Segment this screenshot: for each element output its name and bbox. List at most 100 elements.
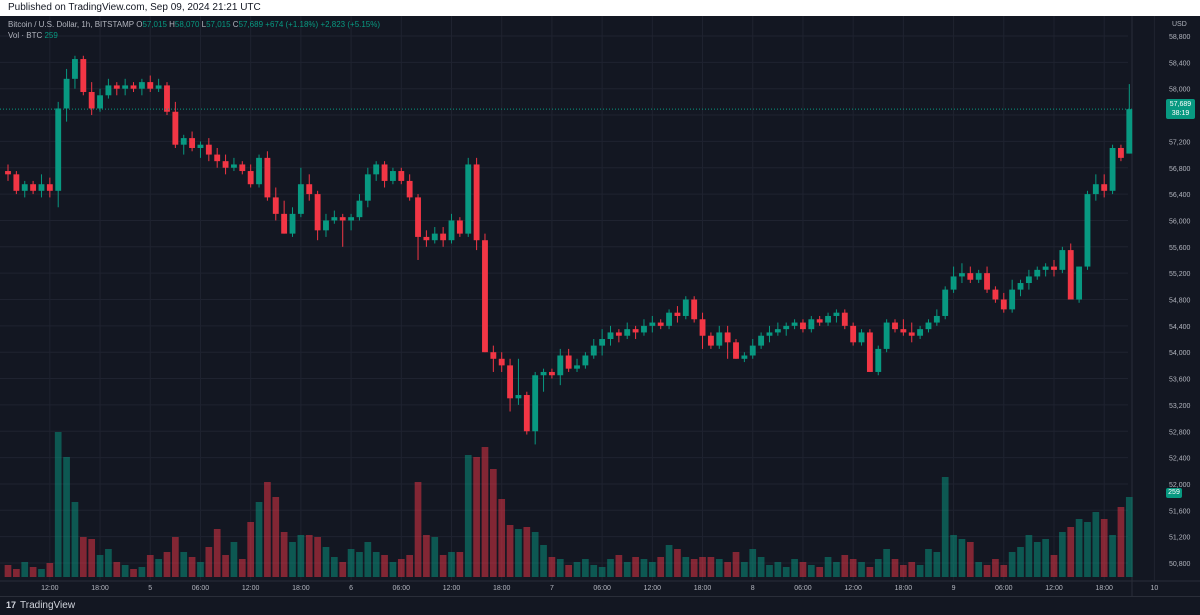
time-tick-label: 5 xyxy=(148,585,152,592)
volume-legend: Vol · BTC 259 xyxy=(8,31,58,40)
candle-body xyxy=(1009,289,1016,310)
bar-countdown: 38:19 xyxy=(1171,110,1190,118)
chart-area[interactable]: USD 50,800 51,200 51,600 52,000 52,400 52,800 5… xyxy=(0,16,1200,596)
price-tick-label: 53,600 xyxy=(1169,377,1191,384)
volume-bar xyxy=(213,529,221,577)
volume-bar xyxy=(690,559,698,577)
volume-bar xyxy=(305,535,313,577)
volume-bar xyxy=(197,562,204,577)
last-volume-label: 259 xyxy=(1166,488,1182,498)
volume-bar xyxy=(816,567,824,577)
candle-body xyxy=(348,217,355,221)
volume-bar xyxy=(356,552,363,577)
candle-body xyxy=(55,108,62,191)
volume-bar xyxy=(916,565,924,577)
volume-bar xyxy=(598,567,606,577)
volume-bar xyxy=(724,562,731,577)
volume-bar xyxy=(615,555,623,577)
volume-bar xyxy=(540,545,547,577)
candle-body xyxy=(557,355,564,376)
volume-bar xyxy=(556,559,564,577)
volume-bar xyxy=(548,557,556,577)
candle-body xyxy=(632,329,639,333)
volume-bar xyxy=(1067,527,1075,577)
candle-body xyxy=(21,184,28,191)
volume-bar xyxy=(983,565,991,577)
volume-bar xyxy=(607,559,614,577)
time-tick-label: 06:00 xyxy=(393,585,411,592)
volume-bar xyxy=(824,557,832,577)
candle-body xyxy=(205,144,212,155)
candle-body xyxy=(666,312,672,326)
time-tick-label: 12:00 xyxy=(242,585,260,592)
open-value: 57,015 xyxy=(142,20,167,29)
candle-body xyxy=(155,85,162,89)
candle-body xyxy=(498,358,505,366)
candle-body xyxy=(164,85,170,112)
candle-body xyxy=(917,329,924,336)
volume-bar xyxy=(188,557,196,577)
candle-body xyxy=(607,332,614,340)
candle-body xyxy=(950,276,957,290)
volume-bar xyxy=(230,542,238,577)
candle-body xyxy=(46,184,53,191)
candle-body xyxy=(850,325,857,343)
symbol-name: Bitcoin / U.S. Dollar, 1h, BITSTAMP xyxy=(8,20,134,29)
volume-bar xyxy=(473,457,480,577)
volume-bar xyxy=(381,555,388,577)
volume-bar xyxy=(272,497,280,577)
candle-body xyxy=(1042,266,1049,270)
volume-bar xyxy=(63,457,70,577)
volume-bar xyxy=(205,547,213,577)
candle-body xyxy=(866,332,873,372)
candle-body xyxy=(80,59,87,92)
volume-bar xyxy=(941,477,949,577)
volume-bar xyxy=(648,562,656,577)
volume-bar xyxy=(523,527,531,577)
candle-body xyxy=(138,82,145,89)
candle-body xyxy=(30,184,37,191)
candle-body xyxy=(959,273,965,277)
high-value: 58,070 xyxy=(174,20,200,29)
candle-body xyxy=(682,299,689,316)
candle-body xyxy=(858,332,865,343)
candlestick-chart[interactable]: USD 50,800 51,200 51,600 52,000 52,400 52,800 5… xyxy=(0,16,1200,596)
candle-body xyxy=(1067,250,1074,300)
candle-body xyxy=(389,171,396,181)
time-tick-label: 18:00 xyxy=(1095,585,1113,592)
candle-body xyxy=(933,315,940,323)
volume-bar xyxy=(79,537,87,577)
price-tick-label: 54,400 xyxy=(1169,324,1191,331)
candle-body xyxy=(406,180,413,198)
volume-bar xyxy=(289,542,296,577)
volume-bar xyxy=(498,499,506,577)
candle-body xyxy=(331,217,338,221)
candle-body xyxy=(222,161,229,168)
volume-bar xyxy=(406,555,414,577)
volume-bar xyxy=(799,562,807,577)
volume-bar xyxy=(264,482,271,577)
price-tick-label: 51,200 xyxy=(1169,535,1191,542)
candle-body xyxy=(415,197,421,237)
volume-bar xyxy=(1042,539,1049,577)
volume-bar xyxy=(573,562,581,577)
volume-bar xyxy=(665,545,673,577)
candle-body xyxy=(657,322,664,326)
volume-bar xyxy=(247,522,255,577)
candle-body xyxy=(297,184,304,214)
volume-bar xyxy=(891,559,899,577)
candle-body xyxy=(172,111,179,145)
volume-bar xyxy=(439,555,447,577)
candle-body xyxy=(339,217,346,221)
candle-body xyxy=(716,332,723,346)
volume-bar xyxy=(105,549,112,577)
candle-body xyxy=(548,371,555,376)
volume-bar xyxy=(130,569,137,577)
volume-bar xyxy=(88,539,96,577)
candle-body xyxy=(1051,266,1057,270)
candle-body xyxy=(113,85,120,89)
candle-body xyxy=(707,335,714,346)
candle-body xyxy=(942,289,949,316)
candle-body xyxy=(1017,283,1024,290)
candle-body xyxy=(197,144,204,148)
